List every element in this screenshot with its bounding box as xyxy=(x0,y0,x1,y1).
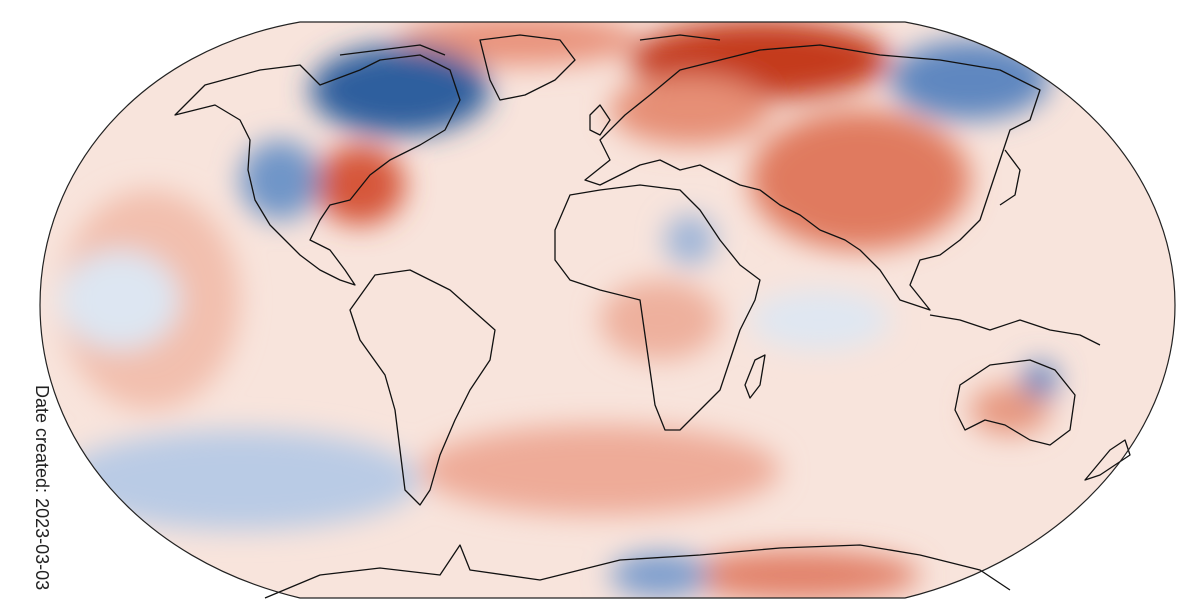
warm-patch-europe-north xyxy=(610,75,770,145)
anomaly-patches xyxy=(60,22,1058,598)
coastlines xyxy=(174,34,1131,599)
coast-north-america xyxy=(174,54,461,286)
cool-patch-indian-ocean xyxy=(750,290,890,350)
coast-antarctica xyxy=(264,544,1011,599)
coast-indonesia xyxy=(929,314,1101,346)
coast-africa xyxy=(554,184,761,431)
coast-british-isles xyxy=(589,104,611,136)
coast-australia xyxy=(954,359,1076,446)
warm-patch-south-atlantic xyxy=(420,425,780,515)
cool-patch-east-siberia xyxy=(890,40,1050,120)
coast-greenland xyxy=(479,34,576,101)
cool-patch-canada xyxy=(310,45,490,135)
date-label-container: Date created: 2023-03-03 xyxy=(22,385,52,595)
anomaly-field xyxy=(40,22,1175,598)
cool-patch-australia xyxy=(1022,362,1058,398)
coast-eurasia xyxy=(584,44,1041,311)
cool-patch-west-us xyxy=(240,140,320,220)
cool-patch-south-pacific xyxy=(60,430,420,530)
date-created-label: Date created: 2023-03-03 xyxy=(32,385,52,591)
coast-south-america xyxy=(349,269,496,506)
coast-madagascar xyxy=(744,354,766,399)
warm-patch-australia xyxy=(970,385,1050,435)
cool-patch-east-pacific xyxy=(60,250,180,350)
coast-new-zealand xyxy=(1084,439,1131,481)
cool-patch-antarctic xyxy=(610,553,710,597)
warm-patch-africa xyxy=(600,280,720,360)
coast-japan xyxy=(999,149,1021,206)
cool-patch-sahel xyxy=(665,215,715,265)
warm-patch-antarctic-east xyxy=(680,550,920,598)
warm-patch-central-asia xyxy=(750,110,970,250)
warm-patch-east-us xyxy=(315,145,405,225)
warm-patch-arctic xyxy=(400,22,640,65)
coast-arctic-islands xyxy=(339,34,721,56)
